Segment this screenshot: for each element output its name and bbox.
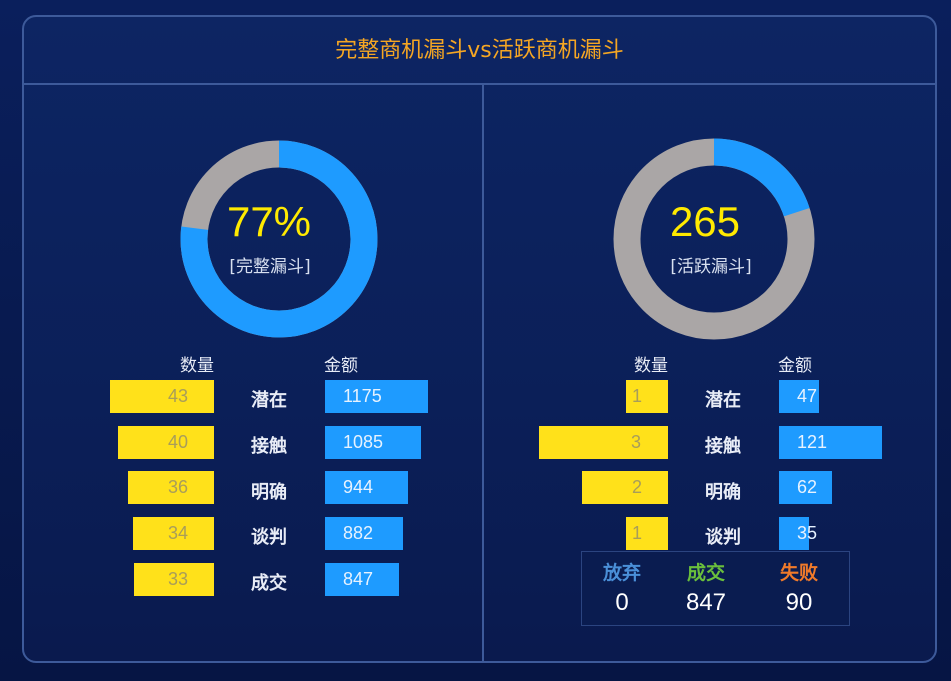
left-stage-label: 谈判: [251, 527, 287, 548]
right-donut-label: [活跃漏斗]: [670, 257, 752, 277]
right-count-bar: 1: [626, 517, 668, 550]
right-count-bar: 1: [626, 380, 668, 413]
left-count-bar: 43: [110, 380, 214, 413]
deal-label: 成交: [686, 562, 725, 584]
left-stage-label: 潜在: [251, 390, 287, 411]
left-donut-value: 77%: [226, 198, 312, 245]
left-amount-bar: 882: [325, 517, 403, 550]
right-amount-bar: 62: [779, 471, 832, 504]
summary-deal: 成交 847: [666, 558, 746, 617]
left-stage-label: 明确: [251, 482, 287, 503]
left-count-bar: 40: [118, 426, 214, 459]
left-amount-bar: 944: [325, 471, 408, 504]
left-donut-chart: [180, 140, 378, 338]
right-stage-label: 潜在: [705, 390, 741, 411]
right-amount-bar: 35: [779, 517, 817, 550]
fail-label: 失败: [779, 562, 818, 584]
funnel-panel: 完整商机漏斗vs活跃商机漏斗: [22, 15, 937, 663]
left-count-bar: 34: [133, 517, 214, 550]
abandon-value: 0: [615, 589, 629, 616]
right-donut-value: 265: [669, 198, 741, 245]
fail-value: 90: [785, 589, 813, 616]
left-amount-header: 金额: [324, 356, 358, 376]
right-amount-bar: 47: [779, 380, 819, 413]
deal-value: 847: [685, 589, 727, 616]
right-stage-label: 明确: [705, 482, 741, 503]
right-stage-label: 接触: [705, 436, 741, 457]
right-amount-header: 金额: [778, 356, 812, 376]
left-amount-bar: 1175: [325, 380, 428, 413]
left-amount-bar: 847: [325, 563, 399, 596]
right-count-bar: 3: [539, 426, 668, 459]
left-count-bar: 36: [128, 471, 214, 504]
right-donut-chart: [613, 138, 815, 340]
right-count-header: 数量: [634, 356, 668, 376]
left-count-header: 数量: [180, 356, 214, 376]
abandon-label: 放弃: [602, 562, 641, 584]
left-donut-label: [完整漏斗]: [229, 257, 311, 277]
right-stage-label: 谈判: [705, 527, 741, 548]
left-stage-label: 成交: [251, 573, 287, 594]
right-amount-bar: 121: [779, 426, 882, 459]
left-stage-label: 接触: [251, 436, 287, 457]
panel-title: 完整商机漏斗vs活跃商机漏斗: [24, 17, 935, 85]
summary-fail: 失败 90: [759, 558, 839, 617]
summary-box: 放弃 0 成交 847 失败 90: [581, 551, 850, 626]
summary-abandon: 放弃 0: [582, 558, 662, 617]
left-amount-bar: 1085: [325, 426, 421, 459]
center-divider: [482, 85, 484, 663]
right-count-bar: 2: [582, 471, 668, 504]
right-donut-arc: [613, 138, 815, 340]
left-donut-arc: [180, 140, 378, 338]
left-count-bar: 33: [134, 563, 214, 596]
